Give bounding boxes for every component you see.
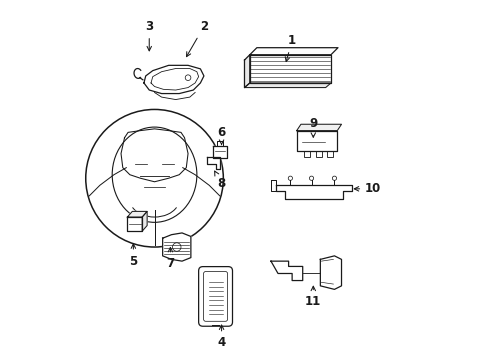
Bar — [303, 151, 309, 157]
Polygon shape — [296, 124, 341, 131]
Polygon shape — [127, 217, 142, 231]
Text: 4: 4 — [217, 325, 225, 350]
Text: 6: 6 — [217, 126, 225, 145]
Polygon shape — [244, 83, 330, 87]
Polygon shape — [207, 157, 219, 170]
Polygon shape — [270, 261, 302, 280]
Polygon shape — [249, 48, 337, 55]
Polygon shape — [163, 233, 190, 261]
Polygon shape — [127, 211, 147, 217]
Polygon shape — [270, 180, 276, 190]
Bar — [326, 151, 332, 157]
Text: 8: 8 — [214, 171, 225, 190]
Polygon shape — [296, 131, 337, 151]
Polygon shape — [244, 55, 249, 87]
Polygon shape — [143, 66, 203, 94]
Bar — [315, 151, 322, 157]
Text: 7: 7 — [166, 247, 174, 270]
Text: 10: 10 — [354, 182, 381, 195]
Text: 3: 3 — [145, 20, 153, 51]
Polygon shape — [276, 185, 351, 199]
Polygon shape — [213, 147, 226, 158]
Text: 9: 9 — [308, 117, 317, 137]
Text: 1: 1 — [285, 34, 296, 62]
Polygon shape — [320, 256, 341, 289]
Polygon shape — [121, 129, 188, 182]
Polygon shape — [249, 55, 330, 83]
Text: 2: 2 — [186, 20, 207, 57]
Polygon shape — [142, 211, 147, 231]
Text: 5: 5 — [129, 244, 137, 267]
Text: 11: 11 — [305, 286, 321, 308]
